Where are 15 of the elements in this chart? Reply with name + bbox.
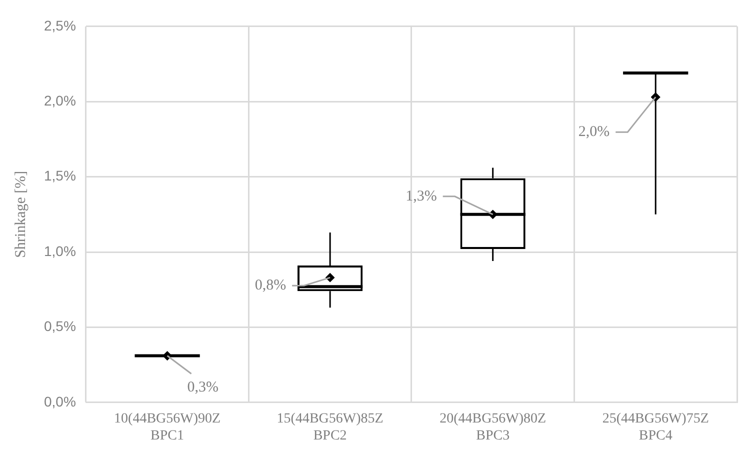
x-tick-label: 20(44BG56W)80Z BPC3 [440, 411, 546, 444]
annotation: 0,3% [187, 380, 219, 396]
x-tick-label: 10(44BG56W)90Z BPC1 [114, 411, 221, 444]
annotation: 2,0% [578, 124, 610, 140]
y-tick-label: 2,5% [44, 17, 76, 34]
y-tick-label: 2,0% [44, 92, 76, 108]
annotation: 0,8% [254, 278, 286, 294]
y-axis-title: Shrinkage [%] [12, 170, 29, 258]
y-tick-label: 0,5% [44, 318, 76, 334]
x-tick-label: 25(44BG56W)75Z BPC4 [602, 411, 709, 444]
x-tick-label: 15(44BG56W)85Z BPC2 [276, 411, 384, 444]
y-tick-label: 1,5% [44, 168, 76, 184]
y-tick-label: 1,0% [44, 242, 76, 259]
y-tick-label: 0,0% [44, 393, 76, 410]
annotation: 1,3% [406, 188, 437, 204]
